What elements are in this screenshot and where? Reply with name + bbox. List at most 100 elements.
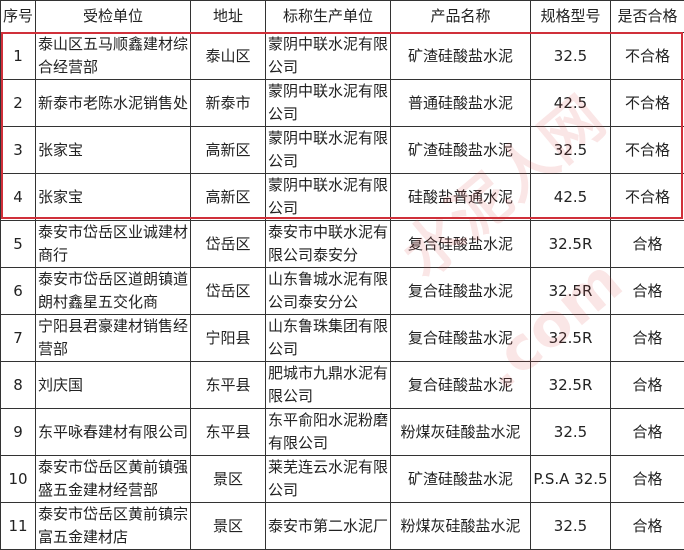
cell-manufacturer: 蒙阴中联水泥有限公司: [266, 174, 391, 221]
cell-inspected-unit-text: 张家宝: [38, 139, 188, 162]
cell-inspected-unit-text: 泰安市岱岳区黄前镇宗富五金建材店: [38, 503, 188, 549]
cell-address-text: 景区: [193, 515, 263, 538]
cell-inspected-unit-text: 东平咏春建材有限公司: [38, 421, 188, 444]
cell-qualified-text: 合格: [613, 468, 682, 491]
cell-product: 矿渣硅酸盐水泥: [391, 456, 531, 503]
cell-index: 9: [1, 409, 36, 456]
cell-manufacturer-text: 泰安市中联水泥有限公司泰安分: [268, 221, 388, 267]
cell-index: 10: [1, 456, 36, 503]
cell-spec: 32.5R: [531, 315, 611, 362]
cell-qualified: 不合格: [611, 127, 684, 174]
cell-spec-text: 32.5R: [533, 374, 608, 397]
cell-spec: 32.5R: [531, 268, 611, 315]
header-manufacturer: 标称生产单位: [266, 1, 391, 33]
cell-manufacturer-text: 莱芜连云水泥有限公司: [268, 456, 388, 502]
cell-index-text: 10: [3, 468, 33, 491]
cell-inspected-unit: 泰山区五马顺鑫建材综合经营部: [36, 33, 191, 80]
header-index: 序号: [1, 1, 36, 33]
cell-manufacturer: 肥城市九鼎水泥有限公司: [266, 362, 391, 409]
header-address: 地址: [191, 1, 266, 33]
cell-index-text: 2: [3, 92, 33, 115]
cell-product: 粉煤灰硅酸盐水泥: [391, 409, 531, 456]
cell-manufacturer: 山东鲁城水泥有限公司泰安分公: [266, 268, 391, 315]
cell-manufacturer-text: 东平俞阳水泥粉磨有限公司: [268, 409, 388, 455]
cell-manufacturer-text: 蒙阴中联水泥有限公司: [268, 80, 388, 126]
cell-index-text: 5: [3, 233, 33, 256]
cell-qualified: 合格: [611, 315, 684, 362]
cell-qualified-text: 合格: [613, 515, 682, 538]
cell-inspected-unit: 泰安市岱岳区业诚建材商行: [36, 221, 191, 268]
cell-manufacturer: 泰安市第二水泥厂: [266, 503, 391, 550]
cell-address: 泰山区: [191, 33, 266, 80]
cell-index: 1: [1, 33, 36, 80]
cell-index: 5: [1, 221, 36, 268]
cell-address-text: 高新区: [193, 186, 263, 209]
cell-address-text: 岱岳区: [193, 280, 263, 303]
cell-inspected-unit: 张家宝: [36, 127, 191, 174]
cell-product: 硅酸盐普通水泥: [391, 174, 531, 221]
cell-manufacturer: 蒙阴中联水泥有限公司: [266, 127, 391, 174]
cell-inspected-unit-text: 泰安市岱岳区黄前镇强盛五金建材经营部: [38, 456, 188, 502]
cell-address-text: 岱岳区: [193, 233, 263, 256]
cell-address-text: 东平县: [193, 374, 263, 397]
cell-inspected-unit: 东平咏春建材有限公司: [36, 409, 191, 456]
cell-qualified-text: 不合格: [613, 45, 682, 68]
cell-qualified: 合格: [611, 268, 684, 315]
cell-product-text: 复合硅酸盐水泥: [393, 280, 528, 303]
cell-address-text: 新泰市: [193, 92, 263, 115]
cell-spec-text: 32.5R: [533, 233, 608, 256]
cell-product-text: 矿渣硅酸盐水泥: [393, 139, 528, 162]
cell-qualified: 合格: [611, 503, 684, 550]
cell-address: 高新区: [191, 174, 266, 221]
cell-address: 景区: [191, 503, 266, 550]
cell-spec: 32.5R: [531, 221, 611, 268]
cell-address: 高新区: [191, 127, 266, 174]
cell-address: 岱岳区: [191, 221, 266, 268]
cell-product-text: 粉煤灰硅酸盐水泥: [393, 515, 528, 538]
cell-spec: 42.5: [531, 80, 611, 127]
cell-manufacturer-text: 山东鲁城水泥有限公司泰安分公: [268, 268, 388, 314]
cell-spec-text: 42.5: [533, 92, 608, 115]
cell-inspected-unit-text: 张家宝: [38, 186, 188, 209]
cell-index-text: 8: [3, 374, 33, 397]
cell-spec-text: 32.5R: [533, 327, 608, 350]
cell-manufacturer: 莱芜连云水泥有限公司: [266, 456, 391, 503]
cell-qualified: 合格: [611, 456, 684, 503]
cell-qualified: 不合格: [611, 33, 684, 80]
cell-inspected-unit-text: 泰安市岱岳区业诚建材商行: [38, 221, 188, 267]
cell-index-text: 11: [3, 515, 33, 538]
cell-index: 7: [1, 315, 36, 362]
cell-address-text: 景区: [193, 468, 263, 491]
cell-index: 11: [1, 503, 36, 550]
cell-index: 8: [1, 362, 36, 409]
cell-index: 2: [1, 80, 36, 127]
cell-inspected-unit-text: 刘庆国: [38, 374, 188, 397]
cell-product-text: 矿渣硅酸盐水泥: [393, 45, 528, 68]
cell-index-text: 4: [3, 186, 33, 209]
cell-qualified-text: 合格: [613, 233, 682, 256]
cell-address: 宁阳县: [191, 315, 266, 362]
cell-spec: 32.5: [531, 503, 611, 550]
cell-manufacturer-text: 蒙阴中联水泥有限公司: [268, 33, 388, 79]
cell-qualified: 合格: [611, 362, 684, 409]
cell-spec-text: 42.5: [533, 186, 608, 209]
cell-inspected-unit-text: 宁阳县君豪建材销售经营部: [38, 315, 188, 361]
cell-manufacturer-text: 山东鲁珠集团有限公司: [268, 315, 388, 361]
cell-address-text: 高新区: [193, 139, 263, 162]
cell-inspected-unit: 宁阳县君豪建材销售经营部: [36, 315, 191, 362]
cell-spec: 32.5: [531, 409, 611, 456]
cell-product: 普通硅酸盐水泥: [391, 80, 531, 127]
cell-index-text: 1: [3, 45, 33, 68]
cell-product: 复合硅酸盐水泥: [391, 315, 531, 362]
cell-qualified-text: 合格: [613, 374, 682, 397]
cell-index: 6: [1, 268, 36, 315]
cell-spec-text: 32.5: [533, 45, 608, 68]
cell-manufacturer-text: 蒙阴中联水泥有限公司: [268, 174, 388, 220]
